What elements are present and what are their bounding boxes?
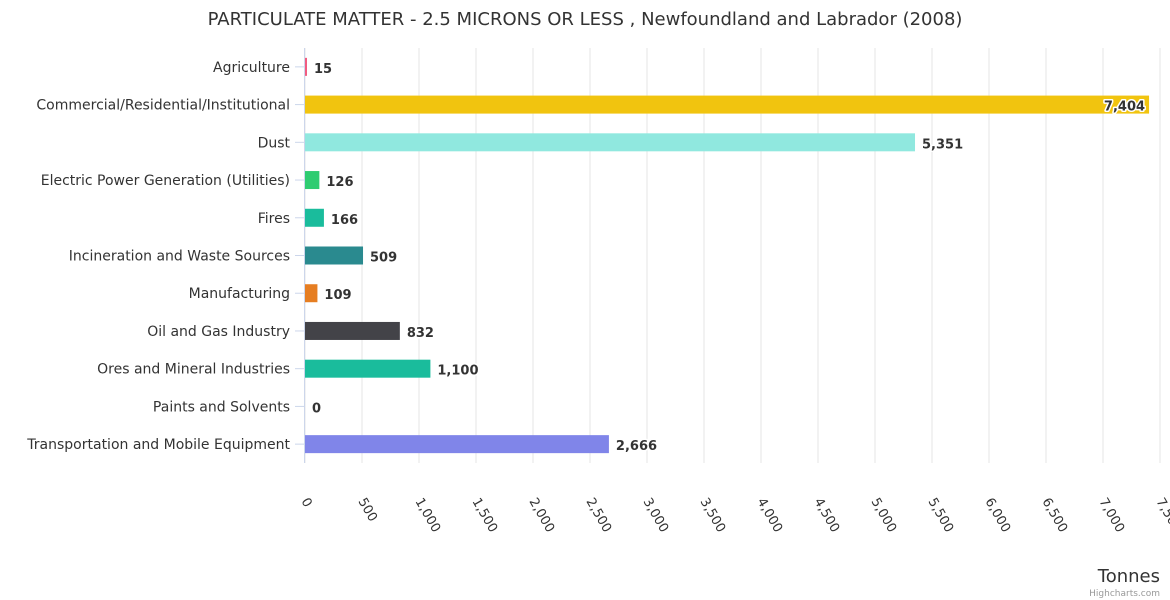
bar[interactable] (305, 95, 1150, 114)
x-tick-label: 1,000 (412, 496, 444, 536)
x-tick-label: 1,500 (469, 496, 501, 536)
x-tick-label: 3,000 (640, 496, 672, 536)
category-label: Fires (258, 211, 290, 227)
data-label: 126 (326, 175, 353, 190)
data-label: 2,666 (616, 439, 657, 454)
x-tick-label: 0 (298, 496, 315, 511)
category-label: Oil and Gas Industry (147, 324, 290, 340)
bar[interactable] (305, 435, 609, 454)
bar[interactable] (305, 133, 916, 152)
category-label: Electric Power Generation (Utilities) (41, 173, 290, 189)
bar[interactable] (305, 321, 400, 340)
data-label: 15 (314, 62, 332, 77)
category-label: Paints and Solvents (153, 399, 290, 415)
bar[interactable] (305, 359, 431, 378)
bar[interactable] (305, 171, 320, 190)
data-label: 832 (407, 326, 434, 341)
data-label: 166 (331, 213, 358, 228)
x-tick-label: 500 (355, 496, 380, 525)
category-label: Ores and Mineral Industries (97, 362, 290, 378)
category-label: Incineration and Waste Sources (69, 249, 290, 265)
category-label: Transportation and Mobile Equipment (26, 437, 290, 453)
bars (305, 57, 1150, 454)
data-label: 109 (324, 288, 351, 303)
x-tick-label: 7,000 (1096, 496, 1128, 536)
x-tick-label: 4,500 (811, 496, 843, 536)
x-tick-label: 4,000 (754, 496, 786, 536)
x-tick-label: 2,000 (526, 496, 558, 536)
x-tick-label: 5,500 (925, 496, 957, 536)
data-label: 7,404 (1104, 100, 1145, 115)
category-label: Manufacturing (189, 286, 290, 302)
x-tick-label: 6,000 (982, 496, 1014, 536)
category-labels: Agriculture Commercial/Residential/Instit… (26, 60, 305, 453)
bar[interactable] (305, 208, 324, 227)
data-labels: 15 7,404 5,351 126 166 509 109 832 1,100 0 2,666 (311, 60, 1147, 455)
chart-title: PARTICULATE MATTER - 2.5 MICRONS OR LESS… (208, 9, 963, 30)
x-tick-label: 3,500 (697, 496, 729, 536)
x-tick-label: 7,500 (1153, 496, 1170, 536)
x-tick-label: 6,500 (1039, 496, 1071, 536)
credits[interactable]: Highcharts.com (1089, 589, 1160, 599)
bar[interactable] (305, 284, 318, 303)
x-tick-label: 2,500 (583, 496, 615, 536)
data-label: 1,100 (437, 364, 478, 379)
category-label: Commercial/Residential/Institutional (36, 98, 290, 114)
data-label: 509 (370, 251, 397, 266)
bar[interactable] (305, 57, 307, 76)
axis-title: Tonnes (1097, 566, 1160, 587)
category-label: Dust (258, 135, 291, 151)
tick-labels: 0 500 1,000 1,500 2,000 2,500 3,000 3,500 4,000 4… (298, 496, 1170, 536)
data-label: 0 (312, 401, 321, 416)
bar[interactable] (305, 246, 364, 265)
category-label: Agriculture (213, 60, 290, 76)
data-label: 5,351 (922, 137, 963, 152)
x-tick-label: 5,000 (868, 496, 900, 536)
